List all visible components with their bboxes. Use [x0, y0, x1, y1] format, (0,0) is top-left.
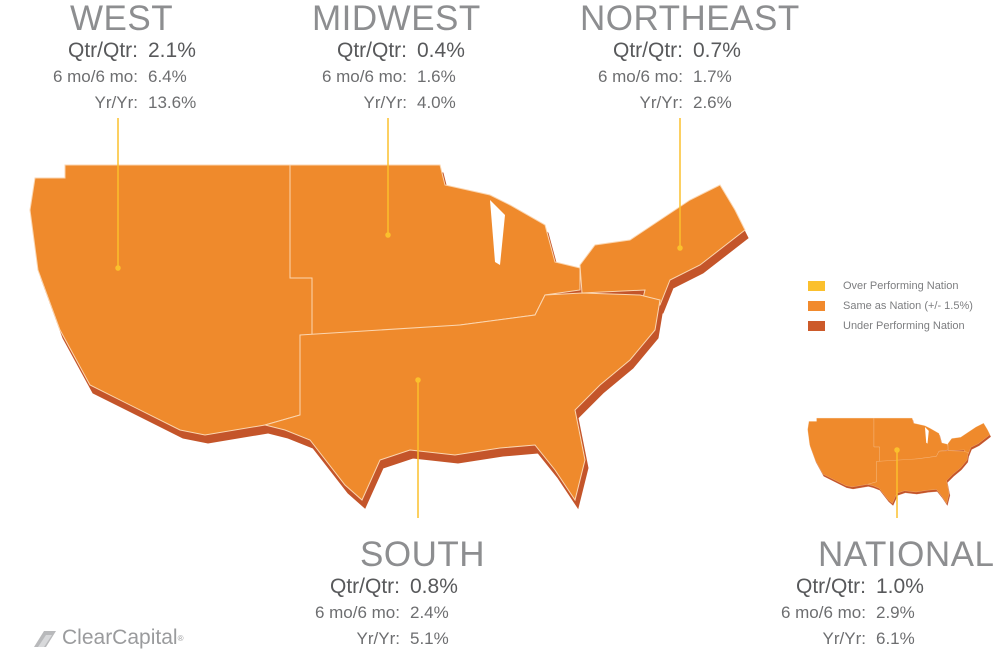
leader-dot	[677, 245, 683, 251]
legend-swatch	[808, 301, 825, 311]
region: WEST Qtr/Qtr: 2.1% 6 mo/6 mo: 6.4% Yr/Yr: 13.6…	[20, 0, 218, 116]
region-name: NATIONAL	[818, 535, 995, 574]
stat-label: Qtr/Qtr:	[613, 39, 683, 62]
stat-row: Qtr/Qtr: 2.1%	[20, 38, 218, 64]
stat-row: Qtr/Qtr: 0.8%	[305, 574, 485, 600]
stat-value: 13.6%	[148, 93, 197, 112]
logo-icon	[34, 631, 56, 647]
stat-label: Qtr/Qtr:	[337, 39, 407, 62]
legend: Over Performing Nation Same as Nation (+/…	[808, 276, 973, 336]
stat-row: 6 mo/6 mo: 1.7%	[570, 64, 800, 90]
legend-item: Same as Nation (+/- 1.5%)	[808, 296, 973, 316]
stat-label: Yr/Yr:	[639, 93, 683, 112]
region: NATIONAL Qtr/Qtr: 1.0% 6 mo/6 mo: 2.9% Yr/Yr:…	[780, 536, 994, 652]
legend-label: Same as Nation (+/- 1.5%)	[843, 300, 973, 312]
stat-value: 4.0%	[417, 93, 456, 112]
stat-value: 2.6%	[693, 93, 732, 112]
leader-dot	[115, 265, 121, 271]
legend-label: Under Performing Nation	[843, 320, 965, 332]
stat-label: Yr/Yr:	[822, 629, 866, 648]
legend-label: Over Performing Nation	[843, 280, 959, 292]
stat-value: 1.7%	[693, 67, 732, 86]
stat-label: Qtr/Qtr:	[68, 39, 138, 62]
stat-row: Yr/Yr: 13.6%	[20, 90, 218, 116]
logo: ClearCapital ®	[32, 626, 183, 650]
region: NORTHEAST Qtr/Qtr: 0.7% 6 mo/6 mo: 1.7% Yr/Yr…	[570, 0, 800, 116]
stat-row: Qtr/Qtr: 0.7%	[570, 38, 800, 64]
stat-label: 6 mo/6 mo:	[597, 67, 683, 86]
stat-label: 6 mo/6 mo:	[52, 67, 138, 86]
stat-value: 0.7%	[693, 39, 741, 62]
legend-item: Over Performing Nation	[808, 276, 973, 296]
region: SOUTH Qtr/Qtr: 0.8% 6 mo/6 mo: 2.4% Yr/Yr: 5.1…	[305, 536, 485, 652]
stat-value: 6.4%	[148, 67, 187, 86]
leader-dot	[415, 377, 421, 383]
region-name: MIDWEST	[312, 0, 481, 38]
region-name: SOUTH	[360, 535, 485, 574]
stat-row: Yr/Yr: 4.0%	[285, 90, 481, 116]
stat-label: 6 mo/6 mo:	[314, 603, 400, 622]
logo-text: ClearCapital	[62, 626, 178, 649]
legend-swatch	[808, 281, 825, 291]
stat-row: 6 mo/6 mo: 6.4%	[20, 64, 218, 90]
stat-value: 1.6%	[417, 67, 456, 86]
stat-label: Yr/Yr:	[363, 93, 407, 112]
us-map	[29, 164, 749, 509]
stat-value: 2.1%	[148, 39, 196, 62]
stat-row: 6 mo/6 mo: 1.6%	[285, 64, 481, 90]
legend-swatch	[808, 321, 825, 331]
stat-value: 5.1%	[410, 629, 449, 648]
stat-value: 1.0%	[876, 575, 924, 598]
stat-value: 2.9%	[876, 603, 915, 622]
stat-row: Yr/Yr: 6.1%	[780, 626, 994, 652]
stat-row: Yr/Yr: 2.6%	[570, 90, 800, 116]
logo-mark: ®	[177, 633, 184, 643]
stat-row: 6 mo/6 mo: 2.9%	[780, 600, 994, 626]
stat-row: Yr/Yr: 5.1%	[305, 626, 485, 652]
stat-value: 0.8%	[410, 575, 458, 598]
stat-label: Yr/Yr:	[94, 93, 138, 112]
region-name: NORTHEAST	[580, 0, 800, 38]
stat-label: Yr/Yr:	[356, 629, 400, 648]
region: MIDWEST Qtr/Qtr: 0.4% 6 mo/6 mo: 1.6% Yr/Yr: 4…	[285, 0, 481, 116]
stat-value: 0.4%	[417, 39, 465, 62]
stat-value: 6.1%	[876, 629, 915, 648]
stat-label: Qtr/Qtr:	[330, 575, 400, 598]
leader-dot	[385, 232, 391, 238]
stat-row: Qtr/Qtr: 1.0%	[780, 574, 994, 600]
stat-row: 6 mo/6 mo: 2.4%	[305, 600, 485, 626]
stat-label: 6 mo/6 mo:	[780, 603, 866, 622]
stat-label: Qtr/Qtr:	[796, 575, 866, 598]
stat-label: 6 mo/6 mo:	[321, 67, 407, 86]
region-name: WEST	[70, 0, 174, 38]
legend-item: Under Performing Nation	[808, 316, 973, 336]
stat-value: 2.4%	[410, 603, 449, 622]
stat-row: Qtr/Qtr: 0.4%	[285, 38, 481, 64]
leader-dot	[894, 447, 900, 453]
national-map	[807, 417, 991, 506]
